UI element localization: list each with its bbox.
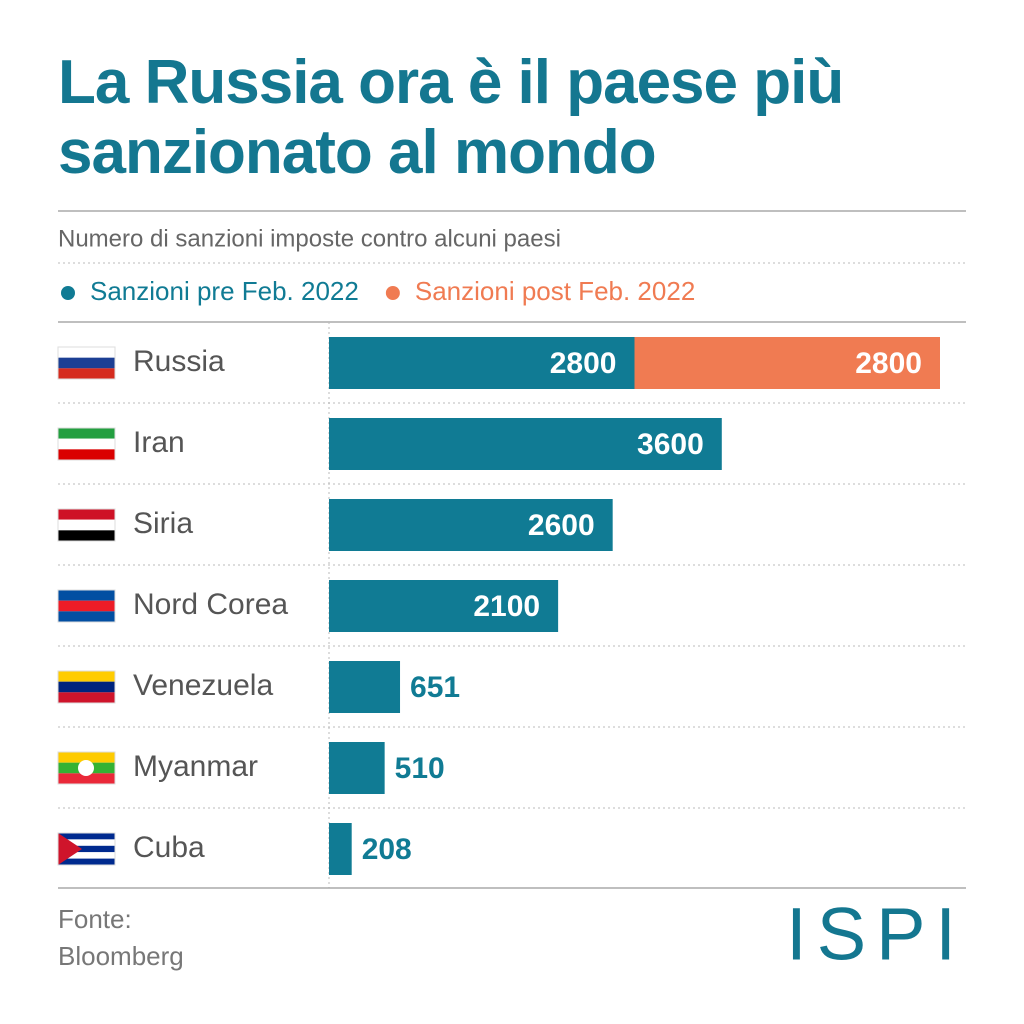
category-label: Russia xyxy=(133,345,225,378)
category-label: Nord Corea xyxy=(133,588,288,621)
category-label: Siria xyxy=(133,507,193,540)
flag-star xyxy=(78,760,94,776)
source-label: Fonte: xyxy=(58,904,132,934)
flag-stripe xyxy=(58,519,115,531)
subtitle: Numero di sanzioni imposte contro alcuni… xyxy=(58,225,561,252)
bar xyxy=(634,337,940,389)
flag-stripe xyxy=(58,671,115,682)
flag-stripe xyxy=(58,438,115,450)
source: Bloomberg xyxy=(58,941,184,971)
flag-stripe xyxy=(58,858,115,865)
value-label: 510 xyxy=(395,752,445,785)
flag-border xyxy=(57,346,116,380)
flag-border xyxy=(57,427,116,461)
bar xyxy=(329,742,385,794)
flag-stripe xyxy=(58,752,115,763)
flag-stripe xyxy=(58,368,115,379)
flag-stripe xyxy=(58,845,115,853)
legend-marker xyxy=(61,286,75,300)
category-label: Myanmar xyxy=(133,750,258,783)
bar xyxy=(329,661,401,713)
category-label: Venezuela xyxy=(133,669,273,702)
flag-stripe xyxy=(58,681,115,693)
value-label: 2100 xyxy=(473,590,540,623)
flag-border xyxy=(57,508,116,542)
flag-border xyxy=(57,832,116,866)
logo: ISPI xyxy=(786,893,966,976)
bar xyxy=(329,337,635,389)
flag-stripe xyxy=(58,611,115,622)
value-label: 208 xyxy=(362,833,412,866)
flag-stripe xyxy=(58,509,115,520)
flag-triangle xyxy=(58,833,82,865)
flag-stripe xyxy=(58,357,115,369)
legend-marker xyxy=(385,286,400,300)
value-label: 2800 xyxy=(550,347,617,380)
bar xyxy=(329,823,352,875)
bar xyxy=(329,580,559,632)
category-label: Cuba xyxy=(133,831,205,864)
flag-border xyxy=(57,670,116,704)
flag-stripe xyxy=(58,839,115,846)
flag-border xyxy=(57,751,116,785)
flag-stripe xyxy=(58,600,115,612)
flag-stripe xyxy=(58,449,115,460)
flag-border xyxy=(57,589,116,623)
flag-stripe xyxy=(58,692,115,703)
flag-stripe xyxy=(58,833,115,840)
legend-label: Sanzioni pre Feb. 2022 xyxy=(90,276,359,306)
value-label: 2600 xyxy=(528,509,595,542)
flag-stripe xyxy=(58,590,115,601)
flag-stripe xyxy=(58,530,115,541)
value-label: 2800 xyxy=(855,347,922,380)
value-label: 651 xyxy=(410,671,460,704)
chart-title: La Russia ora è il paese più sanzionato … xyxy=(58,48,844,187)
flag-stripe xyxy=(58,852,115,859)
category-label: Iran xyxy=(133,426,185,459)
flag-stripe xyxy=(58,428,115,439)
value-label: 3600 xyxy=(637,428,704,461)
legend-label: Sanzioni post Feb. 2022 xyxy=(415,276,695,306)
bar xyxy=(329,499,613,551)
flag-stripe xyxy=(58,773,115,784)
flag-stripe xyxy=(58,347,115,358)
bar xyxy=(329,418,722,470)
